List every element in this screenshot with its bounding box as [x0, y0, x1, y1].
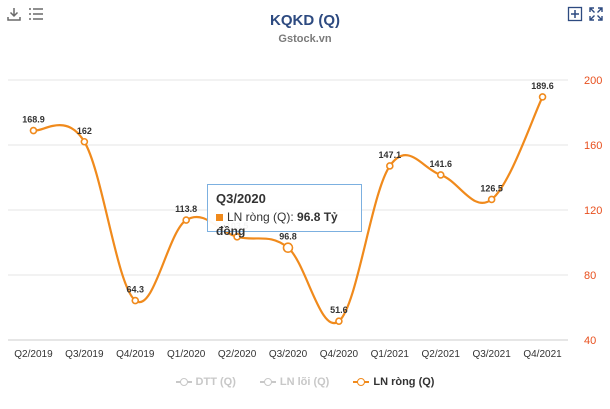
data-label: 162 [77, 126, 92, 136]
data-label: 64.3 [127, 285, 145, 295]
x-tick-label: Q3/2019 [65, 349, 104, 360]
data-label: 168.9 [22, 115, 45, 125]
x-tick-label: Q4/2021 [523, 349, 562, 360]
data-label: 147.1 [379, 150, 402, 160]
data-point [80, 137, 89, 146]
x-tick-label: Q3/2020 [269, 349, 308, 360]
x-tick-label: Q2/2020 [218, 349, 257, 360]
x-tick-label: Q1/2020 [167, 349, 206, 360]
fullscreen-icon[interactable] [588, 6, 604, 22]
data-label: 113.8 [175, 204, 197, 214]
data-label: 189.6 [531, 81, 554, 91]
tooltip-row: LN ròng (Q): 96.8 Tỷ đồng [216, 210, 353, 238]
x-tick-label: Q4/2019 [116, 349, 155, 360]
tooltip-title: Q3/2020 [216, 191, 266, 206]
legend-marker [259, 378, 276, 386]
tooltip-value: 96.8 Tỷ đồng [216, 210, 338, 238]
chart-subtitle: Gstock.vn [278, 33, 332, 45]
x-tick-label: Q3/2021 [472, 349, 511, 360]
y-tick-label: 80 [584, 270, 596, 282]
data-point [182, 216, 190, 224]
x-tick-label: Q1/2021 [371, 349, 410, 360]
data-point [335, 317, 343, 325]
legend-marker [353, 378, 370, 386]
data-label: 51.6 [330, 305, 348, 315]
legend-item-ln-loi[interactable]: LN lõi (Q) [259, 376, 330, 388]
data-point [538, 93, 547, 101]
data-point [233, 233, 241, 241]
legend-label: DTT (Q) [195, 376, 236, 388]
legend-item-ln-rong[interactable]: LN ròng (Q) [353, 376, 434, 388]
data-point [131, 296, 140, 305]
tooltip-series-label: LN ròng (Q): [227, 210, 294, 224]
plus-square-icon[interactable] [567, 6, 583, 22]
legend-item-dtt[interactable]: DTT (Q) [175, 376, 236, 388]
y-tick-label: 40 [584, 335, 596, 347]
data-label: 126.5 [480, 183, 503, 193]
data-point [282, 242, 294, 253]
legend-label: LN lõi (Q) [279, 376, 330, 388]
x-tick-label: Q2/2019 [14, 349, 53, 360]
x-tick-label: Q2/2021 [422, 349, 461, 360]
data-point [386, 162, 394, 170]
x-tick-label: Q4/2020 [320, 349, 359, 360]
tooltip-swatch [216, 214, 223, 222]
y-tick-label: 160 [584, 140, 602, 152]
tooltip: Q3/2020 LN ròng (Q): 96.8 Tỷ đồng [207, 184, 362, 238]
y-tick-label: 200 [584, 75, 602, 87]
y-tick-label: 120 [584, 205, 602, 217]
data-point [29, 126, 38, 135]
chart-title: KQKD (Q) [270, 12, 340, 29]
data-point [436, 171, 445, 179]
data-label: 96.8 [279, 232, 297, 242]
series-line-ln-rong [33, 96, 544, 325]
download-icon[interactable] [6, 6, 22, 22]
legend-label: LN ròng (Q) [373, 376, 435, 388]
data-label: 141.6 [429, 159, 452, 169]
menu-icon[interactable] [28, 6, 44, 22]
data-point [487, 195, 496, 204]
legend-marker [175, 378, 192, 386]
legend: DTT (Q) LN lõi (Q) LN ròng (Q) [0, 376, 610, 388]
